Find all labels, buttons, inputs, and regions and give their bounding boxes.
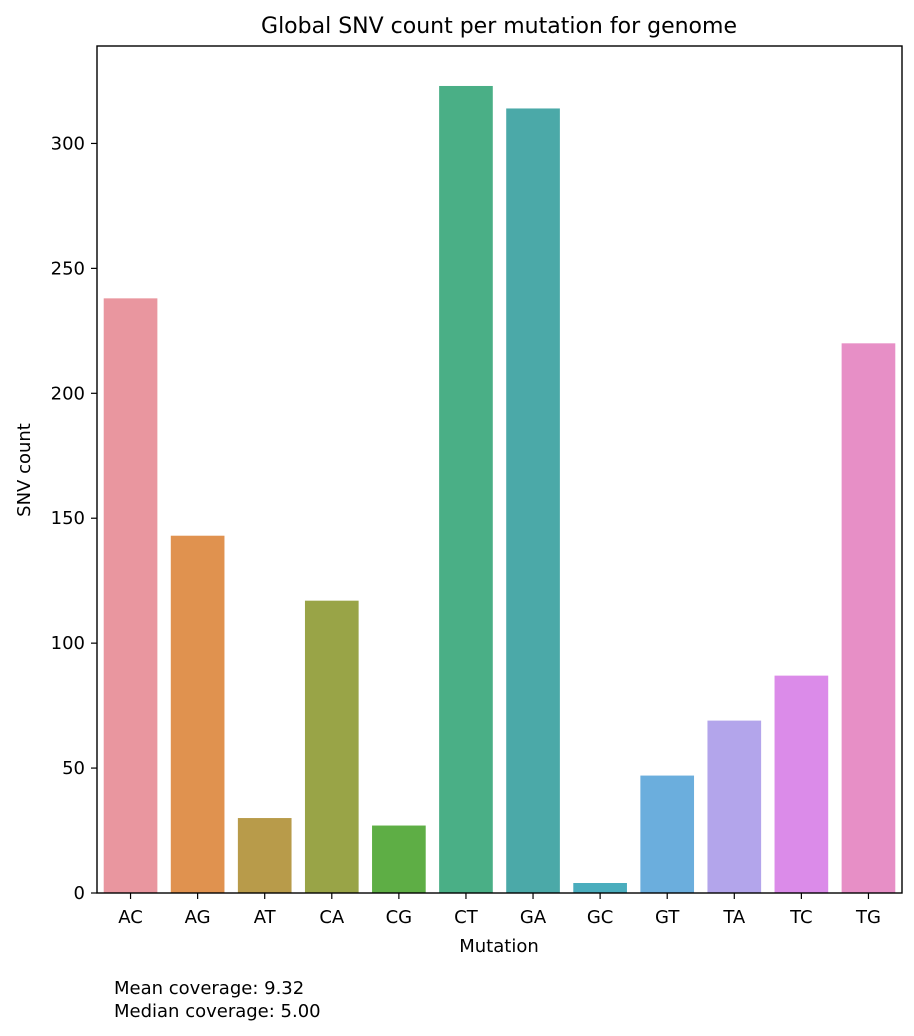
x-axis-label: Mutation [459, 936, 539, 957]
y-tick-label-250: 250 [51, 258, 85, 279]
bar-tg [841, 343, 896, 894]
bar-ca [304, 600, 359, 893]
y-axis-label: SNV count [14, 423, 35, 517]
bar-cg [372, 825, 426, 893]
plot-area: AC AG AT CA CG CT GA GC GT TA TC TG 0 50 100 150 200 250 3… [51, 85, 896, 928]
mean-coverage-note: Mean coverage: 9.32 [114, 978, 304, 999]
x-tick-label-ta: TA [722, 907, 746, 928]
bar-ac [103, 298, 158, 893]
bar-gt [640, 775, 695, 893]
x-tick-label-tc: TC [789, 907, 813, 928]
bar-tc [774, 675, 829, 893]
x-tick-label-tg: TG [855, 907, 881, 928]
x-tick-label-gc: GC [587, 907, 614, 928]
x-tick-label-ag: AG [185, 907, 211, 928]
x-tick-label-ac: AC [118, 907, 143, 928]
y-tick-label-0: 0 [74, 883, 85, 904]
bar-at [237, 818, 292, 893]
plot-frame [96, 45, 903, 894]
y-tick-label-100: 100 [51, 633, 85, 654]
x-tick-label-at: AT [254, 907, 277, 928]
x-tick-label-cg: CG [386, 907, 413, 928]
bar-ct [439, 85, 493, 894]
bar-ag [170, 535, 225, 893]
y-tick-label-300: 300 [51, 133, 85, 154]
bar-ga [506, 108, 560, 893]
y-tick-label-200: 200 [51, 383, 85, 404]
y-tick-label-50: 50 [62, 758, 85, 779]
x-tick-label-gt: GT [655, 907, 680, 928]
bar-gc [573, 883, 627, 893]
y-tick-label-150: 150 [51, 508, 85, 529]
median-coverage-note: Median coverage: 5.00 [114, 1001, 321, 1022]
bar-ta [707, 720, 762, 893]
x-tick-label-ca: CA [319, 907, 345, 928]
chart-title: Global SNV count per mutation for genome [261, 14, 737, 39]
x-tick-label-ga: GA [520, 907, 547, 928]
x-tick-label-ct: CT [454, 907, 479, 928]
